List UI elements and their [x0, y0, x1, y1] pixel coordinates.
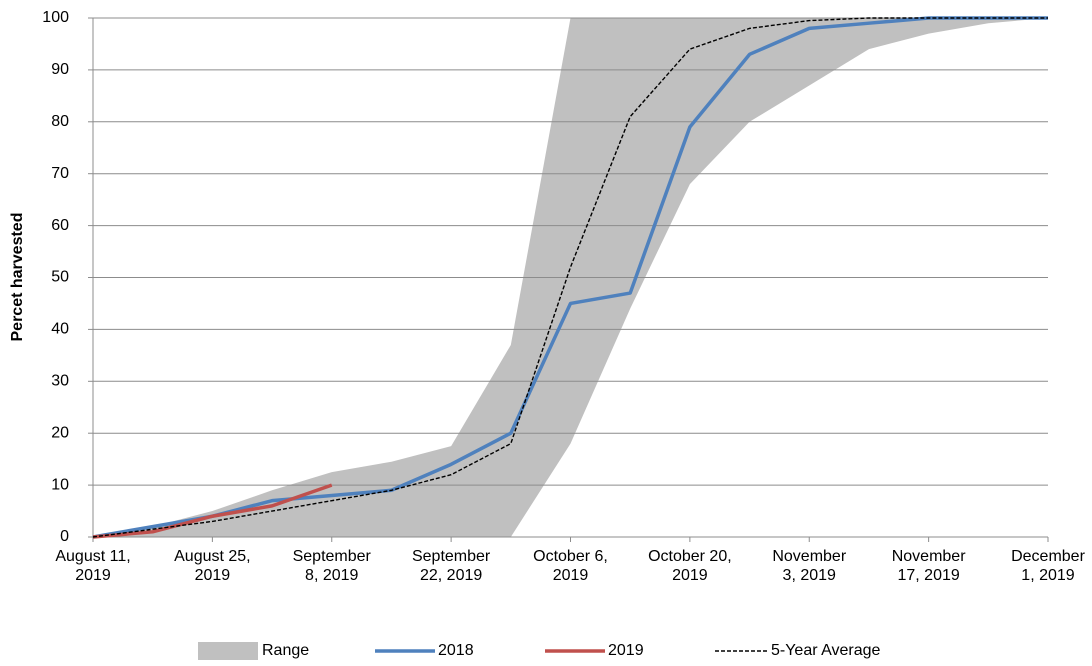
- y-axis-label: Percet harvested: [9, 213, 26, 342]
- y-tick-label: 40: [51, 321, 69, 338]
- x-tick-label: August 11, 2019: [55, 548, 131, 584]
- y-tick-label: 20: [51, 424, 69, 441]
- legend-swatch: [198, 642, 258, 660]
- y-tick-label: 50: [51, 269, 69, 286]
- x-tick-label: November 3, 2019: [772, 548, 847, 584]
- y-tick-label: 60: [51, 217, 69, 234]
- y-tick-label: 30: [51, 373, 69, 390]
- legend-label: 2019: [608, 642, 644, 659]
- y-tick-label: 90: [51, 61, 69, 78]
- x-tick-label: October 20, 2019: [648, 548, 732, 584]
- x-tick-label: November 17, 2019: [891, 548, 966, 584]
- x-tick-label: December 1, 2019: [1011, 548, 1085, 584]
- legend-label: Range: [262, 642, 309, 659]
- y-tick-label: 0: [60, 528, 69, 545]
- x-tick-label: August 25, 2019: [174, 548, 251, 584]
- x-tick-label: September 22, 2019: [411, 548, 491, 584]
- y-tick-label: 70: [51, 165, 69, 182]
- legend-label: 5-Year Average: [771, 642, 881, 659]
- x-tick-label: September 8, 2019: [292, 548, 371, 584]
- x-tick-label: October 6, 2019: [533, 548, 608, 584]
- series-line: [92, 16, 1048, 539]
- legend-label: 2018: [438, 642, 474, 659]
- y-tick-label: 80: [51, 113, 69, 130]
- series-line: [92, 483, 333, 539]
- y-tick-label: 100: [42, 9, 69, 26]
- y-tick-label: 10: [51, 476, 69, 493]
